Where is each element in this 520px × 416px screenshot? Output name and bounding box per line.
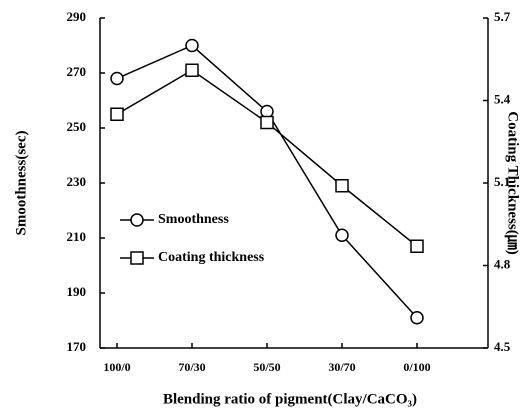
marker <box>130 251 144 265</box>
y2-tick-label: 5.7 <box>494 9 511 24</box>
x-tick-label: 0/100 <box>403 360 430 374</box>
marker <box>260 104 274 119</box>
y2-tick-label: 4.8 <box>494 256 511 271</box>
x-tick-label: 100/0 <box>103 360 130 374</box>
y2-tick-label: 5.1 <box>494 174 510 189</box>
marker <box>110 107 124 121</box>
y-tick-label: 170 <box>67 339 87 354</box>
y-axis-label: Smoothness(sec) <box>13 131 29 236</box>
marker <box>110 71 124 86</box>
series-line <box>116 44 418 319</box>
marker <box>185 63 199 77</box>
marker <box>260 115 274 130</box>
marker <box>130 213 144 227</box>
marker <box>410 311 424 325</box>
x-tick-label: 50/50 <box>253 360 280 374</box>
x-axis-label: Blending ratio of pigment(Clay/CaCO₃) <box>163 391 417 407</box>
x-tick-label: 30/70 <box>328 360 355 374</box>
y-tick-label: 270 <box>67 64 87 79</box>
legend-label: Smoothness <box>158 212 229 227</box>
y2-tick-label: 4.5 <box>494 339 511 354</box>
y2-tick-label: 5.4 <box>494 91 511 106</box>
y-tick-label: 290 <box>67 9 87 24</box>
marker <box>410 239 424 253</box>
x-tick-label: 70/30 <box>178 360 205 374</box>
y-tick-label: 230 <box>67 174 87 189</box>
y-tick-label: 250 <box>67 119 87 134</box>
marker <box>335 228 349 242</box>
marker <box>185 38 199 53</box>
marker <box>335 179 349 193</box>
y-tick-label: 210 <box>67 229 87 244</box>
legend-label: Coating thickness <box>158 250 265 265</box>
y2-axis-label: Coating Thickness(㎛) <box>504 111 520 255</box>
y-tick-label: 190 <box>67 284 87 299</box>
